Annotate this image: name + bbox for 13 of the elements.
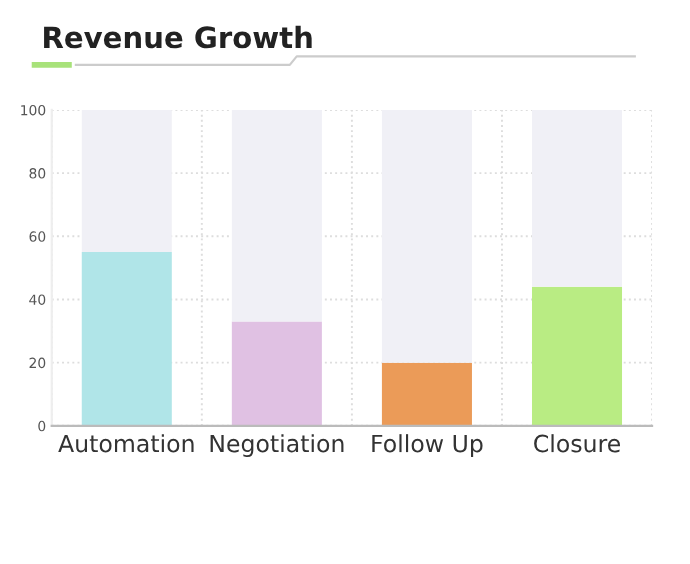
chart-title: Revenue Growth bbox=[44, 25, 312, 49]
x-tick-label: Follow Up bbox=[372, 434, 483, 457]
x-tick-label: Negotiation bbox=[210, 434, 344, 457]
bar bbox=[231, 321, 322, 426]
x-tick-label: Automation bbox=[58, 434, 194, 453]
bar bbox=[531, 286, 623, 426]
bar bbox=[531, 109, 623, 287]
bar bbox=[381, 362, 472, 426]
x-tick-label: Closure bbox=[534, 434, 620, 453]
bar bbox=[81, 252, 172, 426]
bar bbox=[81, 109, 172, 253]
bar bbox=[381, 109, 472, 363]
bar bbox=[231, 109, 322, 322]
